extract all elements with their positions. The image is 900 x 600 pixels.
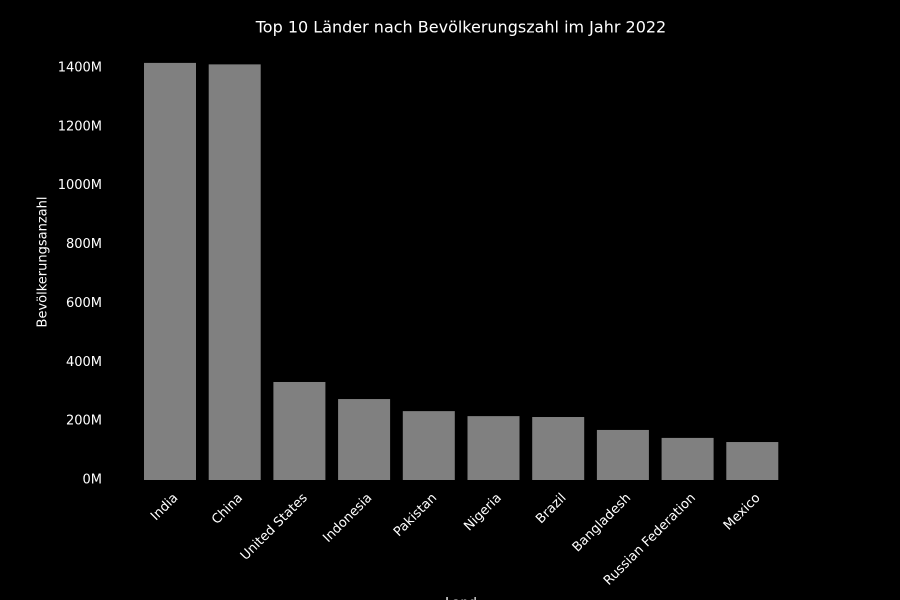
bar [532,417,585,480]
y-tick-label: 1400M [58,60,102,75]
y-tick-label: 600M [66,296,102,311]
y-tick-label: 1000M [58,178,102,193]
y-tick-label: 0M [83,473,103,488]
bar [467,416,520,480]
bar [144,62,196,480]
bar [402,411,455,480]
y-axis-label: Bevölkerungsanzahl [36,197,51,328]
bar [661,437,714,480]
bar [208,64,261,480]
y-tick-label: 800M [66,237,102,252]
y-tick-label: 1200M [58,119,102,134]
y-tick-label: 200M [66,414,102,429]
bar [338,399,391,480]
bar [273,381,326,480]
x-axis-label: Land [445,596,477,600]
y-tick-label: 400M [66,355,102,370]
bar [596,429,649,480]
chart-title: Top 10 Länder nach Bevölkerungszahl im J… [255,18,666,37]
bar [726,442,779,480]
